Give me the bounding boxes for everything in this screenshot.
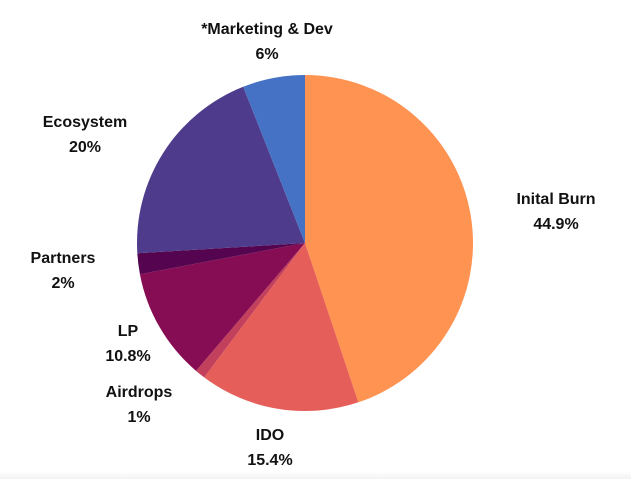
slice-value-lp: 10.8% <box>105 348 150 365</box>
slice-value-ido: 15.4% <box>247 452 292 469</box>
pie-labels: Inital Burn 44.9% IDO 15.4% Airdrops 1% LP 10.8… <box>31 21 596 469</box>
pie-slice-ecosystem <box>136 86 305 254</box>
slice-label-inital-burn: Inital Burn <box>516 191 595 208</box>
slice-value-marketing-dev: 6% <box>255 46 278 63</box>
pie-slice-ido <box>204 243 359 412</box>
pie-slice-lp <box>139 243 305 371</box>
slice-label-airdrops: Airdrops <box>106 384 173 401</box>
pie-slice-partners <box>137 243 305 275</box>
pie-slice-airdrops <box>195 243 305 378</box>
slice-value-airdrops: 1% <box>127 409 150 426</box>
slice-label-marketing-dev: *Marketing & Dev <box>201 21 333 38</box>
slice-label-ecosystem: Ecosystem <box>43 114 128 131</box>
footer-strip <box>0 472 631 479</box>
slice-label-ido: IDO <box>256 427 284 444</box>
slice-value-inital-burn: 44.9% <box>533 216 578 233</box>
pie-slice-marketing-dev <box>243 75 305 243</box>
slice-label-partners: Partners <box>31 250 96 267</box>
slice-value-partners: 2% <box>51 275 74 292</box>
slice-value-ecosystem: 20% <box>69 139 101 156</box>
pie-slices <box>136 75 474 412</box>
pie-slice-inital-burn <box>305 75 474 403</box>
slice-label-lp: LP <box>118 323 139 340</box>
